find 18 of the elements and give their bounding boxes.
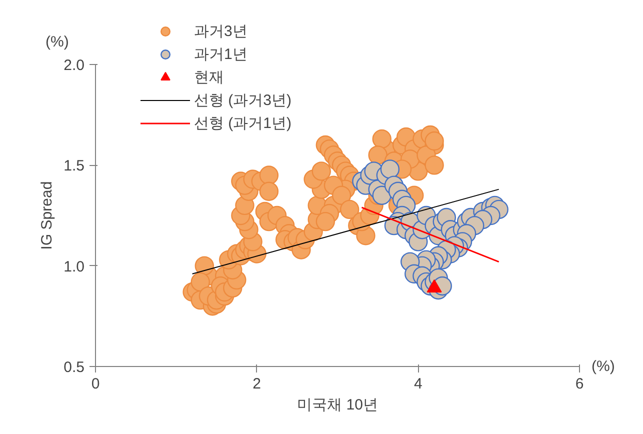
legend-label: 현재 xyxy=(194,68,224,88)
text: (%) xyxy=(46,34,69,50)
legend-label: 과거1년 xyxy=(194,44,248,64)
y-tick-label: 0.5 xyxy=(64,359,85,376)
legend-label: 선형 (과거1년) xyxy=(194,114,292,134)
x-tick-label: 6 xyxy=(575,376,584,392)
x-tick-label: 4 xyxy=(414,376,422,392)
y-tick-label: 2.0 xyxy=(64,57,85,74)
y-tick-label: 1.0 xyxy=(64,258,85,276)
x-tick-label: 2 xyxy=(252,376,262,392)
x-axis-title: 미국채 10년 xyxy=(297,396,378,414)
legend-label: 과거3년 xyxy=(194,22,248,42)
x-tick-label: 0 xyxy=(91,376,100,392)
legend-label: 선형 (과거3년) xyxy=(194,90,292,110)
text: (%) xyxy=(592,358,615,375)
y-axis-title: IG Spread xyxy=(38,181,56,250)
y-tick-label: 1.5 xyxy=(64,158,85,175)
point xyxy=(380,160,400,179)
